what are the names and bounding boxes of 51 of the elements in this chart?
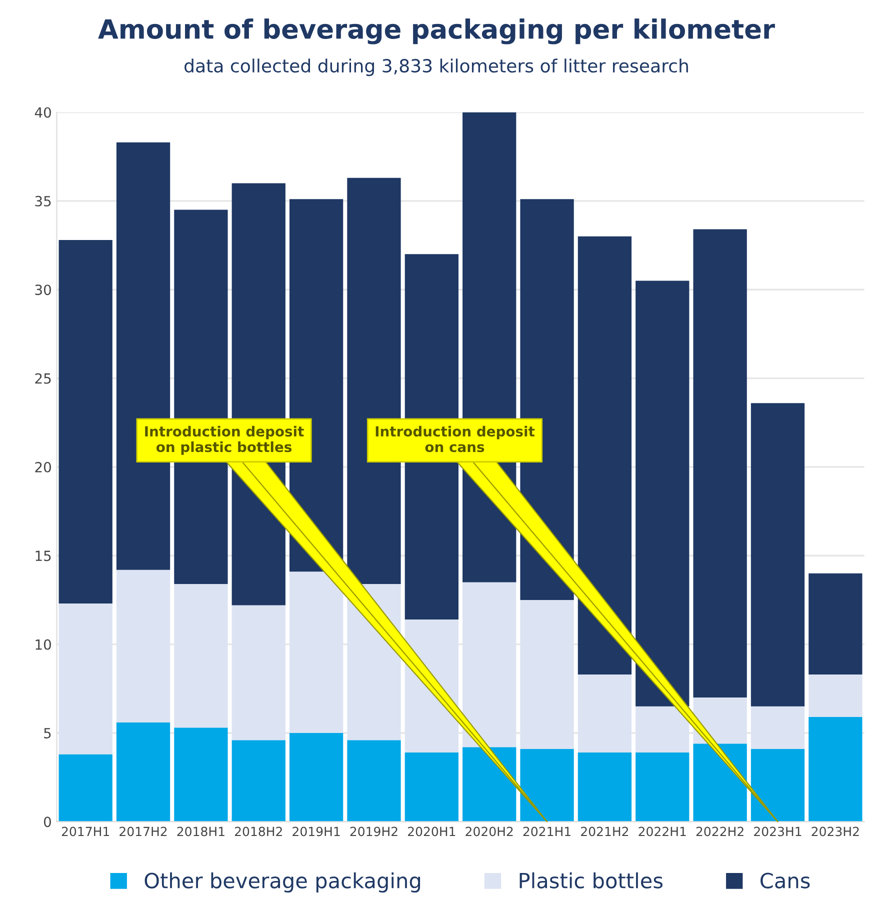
bar [693, 744, 747, 822]
x-tick-label: 2021H1 [523, 826, 570, 836]
x-tick-label: 2020H1 [408, 826, 456, 836]
bar [462, 747, 516, 822]
bar [808, 674, 862, 718]
x-tick-label: 2018H1 [177, 826, 224, 836]
bar [750, 748, 805, 822]
chart-title: Amount of beverage packaging per kilometer [98, 18, 775, 44]
bar [808, 717, 862, 822]
y-tick-label: 0 [44, 816, 51, 828]
bar [750, 403, 805, 706]
bar [116, 722, 170, 822]
legend-label: Other beverage packaging [144, 872, 420, 893]
bar [808, 573, 862, 674]
x-tick-label: 2019H2 [350, 826, 398, 836]
bar [636, 752, 690, 822]
annotation: Introduction deposit on cans [376, 426, 535, 452]
legend-label: Cans [760, 872, 810, 888]
legend-label: Plastic bottles [520, 872, 663, 888]
bar [693, 229, 747, 698]
x-tick-label: 2017H2 [120, 826, 167, 836]
bar [58, 754, 112, 822]
bar [636, 280, 690, 706]
x-tick-label: 2018H2 [234, 826, 282, 836]
bar [347, 740, 401, 822]
chart-subtitle: data collected during 3,833 kilometers of litter research [184, 58, 688, 76]
annotation: Introduction deposit on plastic bottles [145, 426, 304, 455]
x-tick-label: 2023H1 [754, 826, 802, 836]
y-tick-label: 10 [36, 639, 51, 650]
x-tick-label: 2020H2 [466, 826, 513, 836]
x-tick-label: 2019H1 [292, 826, 340, 836]
bar [404, 752, 458, 822]
y-tick-label: 20 [35, 462, 51, 472]
bar [58, 240, 112, 604]
bar [520, 748, 574, 822]
x-tick-label: 2022H1 [638, 826, 686, 836]
x-tick-label: 2017H1 [62, 826, 110, 836]
y-tick-label: 35 [35, 196, 51, 206]
y-tick-label: 40 [34, 107, 51, 118]
x-tick-label: 2021H2 [581, 826, 628, 836]
y-tick-label: 30 [35, 284, 51, 296]
bar [232, 740, 286, 822]
y-tick-label: 5 [44, 728, 51, 738]
bar [578, 752, 632, 822]
x-tick-label: 2022H2 [696, 826, 744, 836]
bar [289, 732, 344, 822]
bar [578, 236, 632, 674]
y-tick-label: 25 [35, 373, 51, 384]
bar [174, 728, 228, 822]
y-tick-label: 15 [36, 550, 51, 562]
x-tick-label: 2023H2 [812, 826, 859, 836]
